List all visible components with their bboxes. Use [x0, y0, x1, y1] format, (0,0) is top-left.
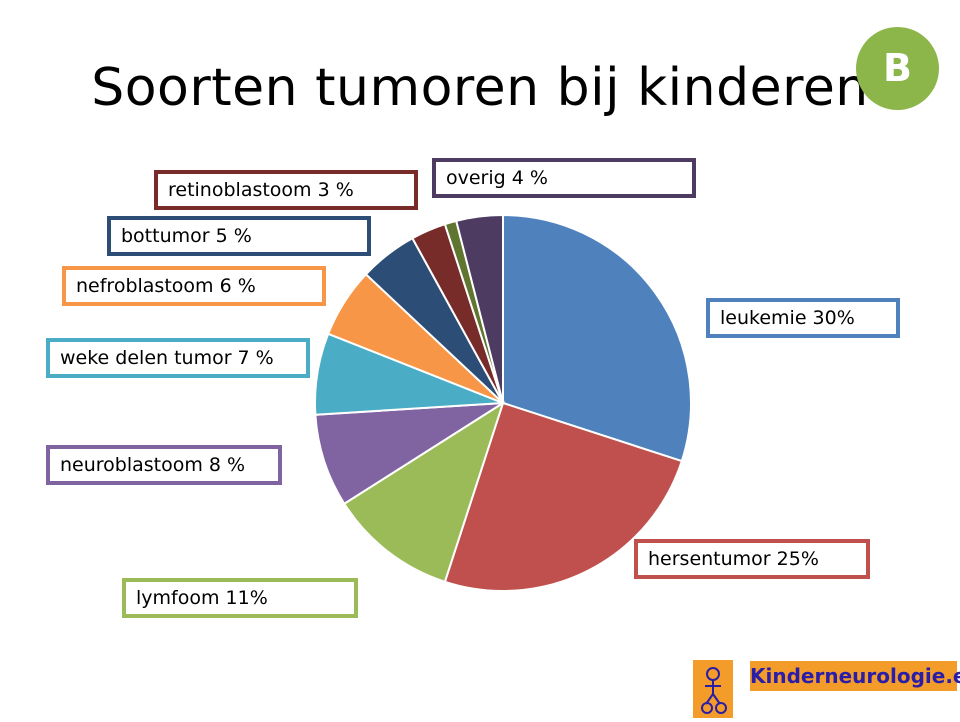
- page-title: Soorten tumoren bij kinderen: [91, 58, 869, 118]
- slice-label-7: retinoblastoom 3 %: [154, 170, 418, 210]
- slice-label-5: nefroblastoom 6 %: [62, 266, 326, 306]
- logo-icon: [693, 660, 733, 718]
- pie-slice-3: [314, 402, 504, 506]
- slice-label-3: neuroblastoom 8 %: [46, 445, 282, 485]
- logo-text[interactable]: Kinderneurologie.eu: [750, 661, 960, 691]
- pie-slice-1: [443, 401, 684, 592]
- slice-label-0: leukemie 30%: [706, 298, 900, 338]
- slice-label-4: weke delen tumor 7 %: [46, 338, 310, 378]
- pie-slice-2: [342, 400, 505, 584]
- slice-label-1: hersentumor 25%: [634, 539, 870, 579]
- pie-slice-9: [455, 213, 504, 404]
- slice-label-2: lymfoom 11%: [122, 578, 358, 618]
- pie-slice-0: [502, 213, 692, 463]
- slice-label-9: overig 4 %: [432, 158, 696, 198]
- section-badge: B: [856, 27, 939, 110]
- slice-label-6: bottumor 5 %: [107, 216, 371, 256]
